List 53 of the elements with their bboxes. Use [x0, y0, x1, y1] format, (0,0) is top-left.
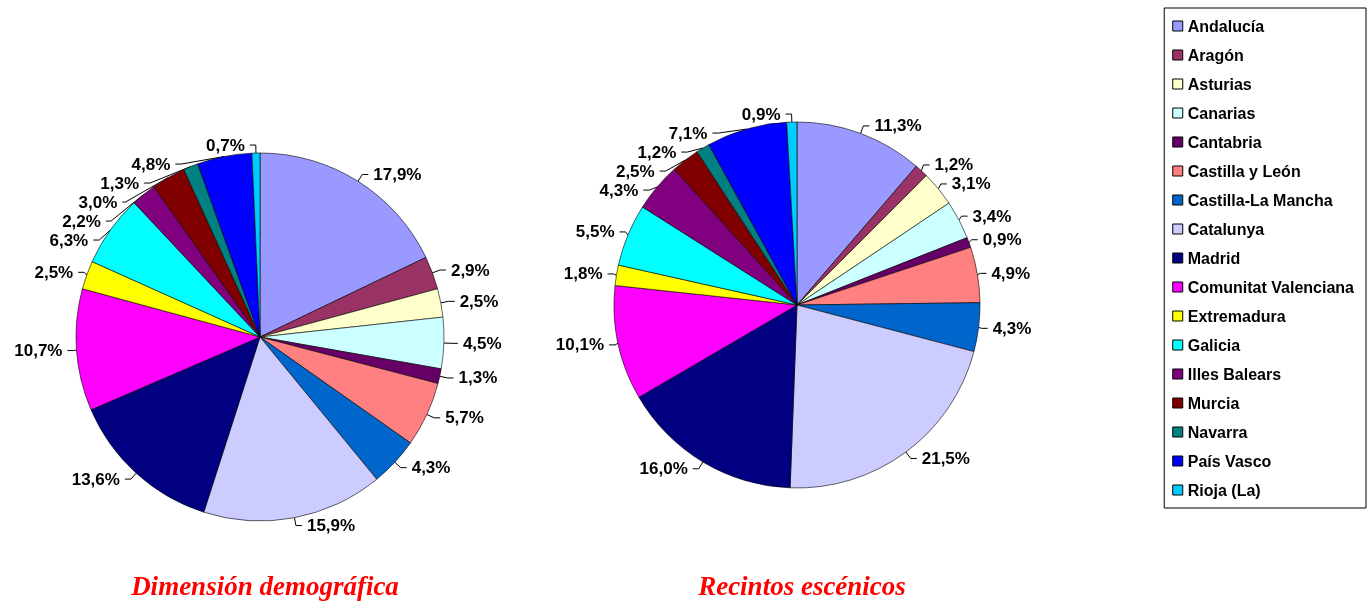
legend-label: Rioja (La) — [1187, 481, 1261, 499]
legend-label: Murcia — [1187, 394, 1240, 412]
data-label: 0,9% — [741, 104, 781, 124]
data-label: 4,8% — [131, 154, 171, 174]
data-label: 15,9% — [306, 516, 356, 536]
data-label: 5,5% — [575, 222, 615, 242]
data-label: 4,9% — [991, 263, 1031, 283]
legend-label: Extremadura — [1187, 307, 1286, 325]
data-label: 2,2% — [62, 211, 101, 231]
data-label: 4,3% — [599, 180, 639, 200]
data-label: 1,8% — [563, 264, 603, 284]
legend-label: Navarra — [1187, 423, 1248, 441]
legend-label: Galicia — [1187, 336, 1241, 354]
slice-label: Recintos escénicos — [697, 570, 906, 601]
legend-label: Andalucía — [1187, 17, 1265, 35]
data-label: 1,2% — [637, 142, 677, 162]
data-label: 2,9% — [450, 260, 490, 280]
data-label: 17,9% — [373, 165, 422, 185]
legend-label: Cantabria — [1187, 133, 1262, 151]
data-label: 5,7% — [445, 408, 484, 428]
data-label: 0,7% — [206, 135, 245, 155]
data-label: 3,0% — [78, 192, 118, 212]
data-label: 3,4% — [972, 206, 1012, 226]
data-label: 4,3% — [992, 318, 1032, 338]
data-label: 10,1% — [555, 335, 605, 355]
legend-label: Castilla-La Mancha — [1187, 191, 1333, 209]
data-label: 2,5% — [459, 291, 499, 311]
slice-label: Dimensión demográfica — [130, 570, 399, 601]
data-label: 4,5% — [462, 333, 502, 353]
data-label: 3,1% — [951, 174, 991, 194]
data-label: 2,5% — [34, 262, 74, 282]
legend-label: Castilla y León — [1187, 162, 1301, 180]
data-label: 4,3% — [411, 458, 451, 478]
data-label: 16,0% — [639, 459, 688, 479]
data-label: 1,3% — [100, 173, 140, 193]
data-label: 13,6% — [71, 469, 120, 489]
data-label: 7,1% — [668, 123, 708, 143]
data-label: 10,7% — [14, 341, 63, 361]
data-label: 1,2% — [934, 155, 974, 175]
legend-label: Canarias — [1187, 104, 1256, 122]
data-label: 6,3% — [49, 230, 89, 250]
legend-label: Aragón — [1187, 46, 1244, 64]
data-label: 0,9% — [982, 230, 1022, 250]
data-label: 1,3% — [458, 368, 498, 388]
legend-label: Comunitat Valenciana — [1187, 278, 1355, 296]
legend-label: Catalunya — [1187, 220, 1265, 238]
legend-label: Illes Balears — [1187, 365, 1282, 383]
legend-label: Madrid — [1187, 249, 1241, 267]
data-label: 2,5% — [615, 161, 655, 181]
data-label: 11,3% — [874, 116, 922, 136]
legend-label: País Vasco — [1187, 452, 1272, 470]
data-label: 21,5% — [921, 448, 970, 468]
legend-label: Asturias — [1187, 75, 1252, 93]
